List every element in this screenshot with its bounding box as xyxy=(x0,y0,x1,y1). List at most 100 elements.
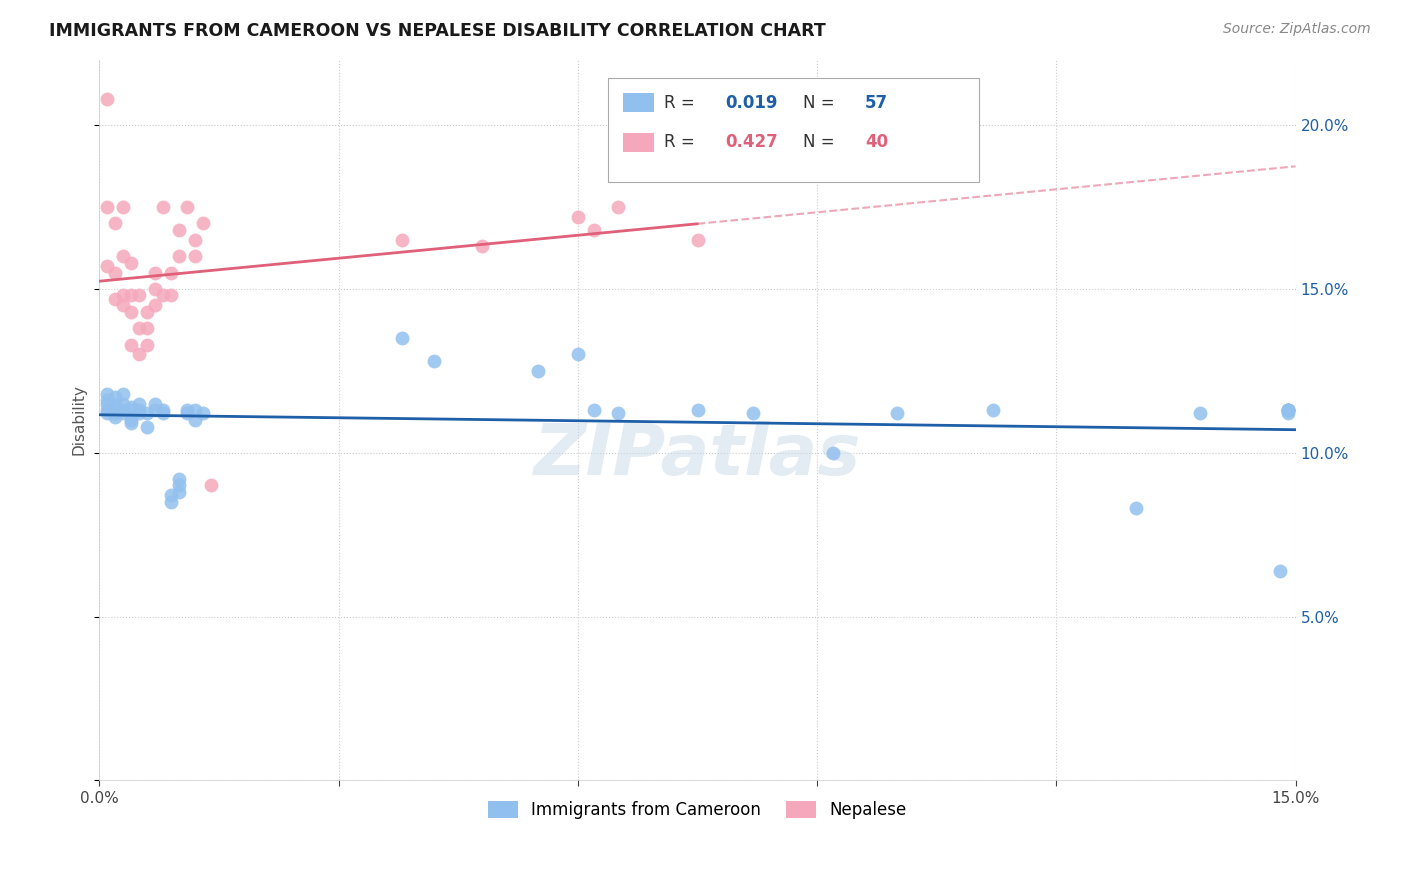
Text: ZIPatlas: ZIPatlas xyxy=(534,422,862,491)
Point xyxy=(104,403,127,417)
Point xyxy=(112,249,135,263)
Point xyxy=(1277,403,1299,417)
Text: R =: R = xyxy=(664,94,700,112)
Point xyxy=(112,298,135,312)
FancyBboxPatch shape xyxy=(623,94,654,112)
Point xyxy=(160,288,183,302)
Point xyxy=(606,406,628,420)
Point xyxy=(686,403,709,417)
Point xyxy=(128,406,150,420)
Point xyxy=(152,200,174,214)
Point xyxy=(104,292,127,306)
Point xyxy=(96,393,118,408)
Point xyxy=(120,288,142,302)
Point xyxy=(112,396,135,410)
Point xyxy=(200,478,222,492)
Point xyxy=(1277,403,1299,417)
Point xyxy=(167,472,190,486)
Point xyxy=(184,413,207,427)
Text: 40: 40 xyxy=(865,134,889,152)
Point xyxy=(167,478,190,492)
Point xyxy=(96,386,118,401)
Point xyxy=(686,233,709,247)
Point xyxy=(143,396,166,410)
Point xyxy=(120,256,142,270)
Point xyxy=(120,337,142,351)
Point xyxy=(176,406,198,420)
Point xyxy=(184,403,207,417)
Point xyxy=(143,266,166,280)
Point xyxy=(423,354,446,368)
Point xyxy=(1188,406,1211,420)
Point xyxy=(191,406,214,420)
Point xyxy=(391,331,413,345)
Point xyxy=(143,298,166,312)
Point xyxy=(128,347,150,361)
Point xyxy=(823,446,845,460)
Point xyxy=(176,200,198,214)
Point xyxy=(160,266,183,280)
Point xyxy=(120,305,142,319)
Point xyxy=(981,403,1004,417)
Point xyxy=(104,396,127,410)
Text: 57: 57 xyxy=(865,94,889,112)
Point xyxy=(167,249,190,263)
Point xyxy=(143,403,166,417)
Point xyxy=(1277,403,1299,417)
Text: IMMIGRANTS FROM CAMEROON VS NEPALESE DISABILITY CORRELATION CHART: IMMIGRANTS FROM CAMEROON VS NEPALESE DIS… xyxy=(49,22,825,40)
Point xyxy=(96,406,118,420)
Point xyxy=(471,239,494,253)
Point xyxy=(104,266,127,280)
Point xyxy=(112,386,135,401)
Point xyxy=(1125,501,1147,516)
Point xyxy=(136,406,159,420)
FancyBboxPatch shape xyxy=(607,78,979,182)
Point xyxy=(120,403,142,417)
Point xyxy=(567,347,589,361)
Text: R =: R = xyxy=(664,134,700,152)
Point xyxy=(136,305,159,319)
Point xyxy=(120,400,142,414)
Point xyxy=(582,403,605,417)
Point xyxy=(143,282,166,296)
Point xyxy=(1277,406,1299,420)
Point xyxy=(96,403,118,417)
Point xyxy=(184,233,207,247)
Point xyxy=(112,200,135,214)
Text: 0.427: 0.427 xyxy=(725,134,778,152)
Point xyxy=(160,488,183,502)
Point xyxy=(128,396,150,410)
Point xyxy=(96,92,118,106)
Point xyxy=(167,485,190,500)
Point xyxy=(742,406,765,420)
Point xyxy=(167,223,190,237)
Point xyxy=(176,403,198,417)
Text: N =: N = xyxy=(803,94,839,112)
Point xyxy=(391,233,413,247)
Point xyxy=(527,364,550,378)
Point xyxy=(1277,403,1299,417)
Point xyxy=(128,288,150,302)
Point xyxy=(152,403,174,417)
Point xyxy=(104,390,127,404)
Point xyxy=(136,419,159,434)
Text: 0.019: 0.019 xyxy=(725,94,778,112)
Point xyxy=(120,413,142,427)
Point xyxy=(136,337,159,351)
Point xyxy=(567,210,589,224)
Point xyxy=(582,223,605,237)
Point xyxy=(1268,564,1291,578)
FancyBboxPatch shape xyxy=(623,133,654,152)
Point xyxy=(191,216,214,230)
Point xyxy=(152,288,174,302)
Point xyxy=(886,406,908,420)
Point xyxy=(128,321,150,335)
Legend: Immigrants from Cameroon, Nepalese: Immigrants from Cameroon, Nepalese xyxy=(481,795,914,826)
Text: N =: N = xyxy=(803,134,839,152)
Point xyxy=(96,396,118,410)
Point xyxy=(128,403,150,417)
Point xyxy=(96,259,118,273)
Point xyxy=(96,200,118,214)
Point xyxy=(104,406,127,420)
Point xyxy=(1277,403,1299,417)
